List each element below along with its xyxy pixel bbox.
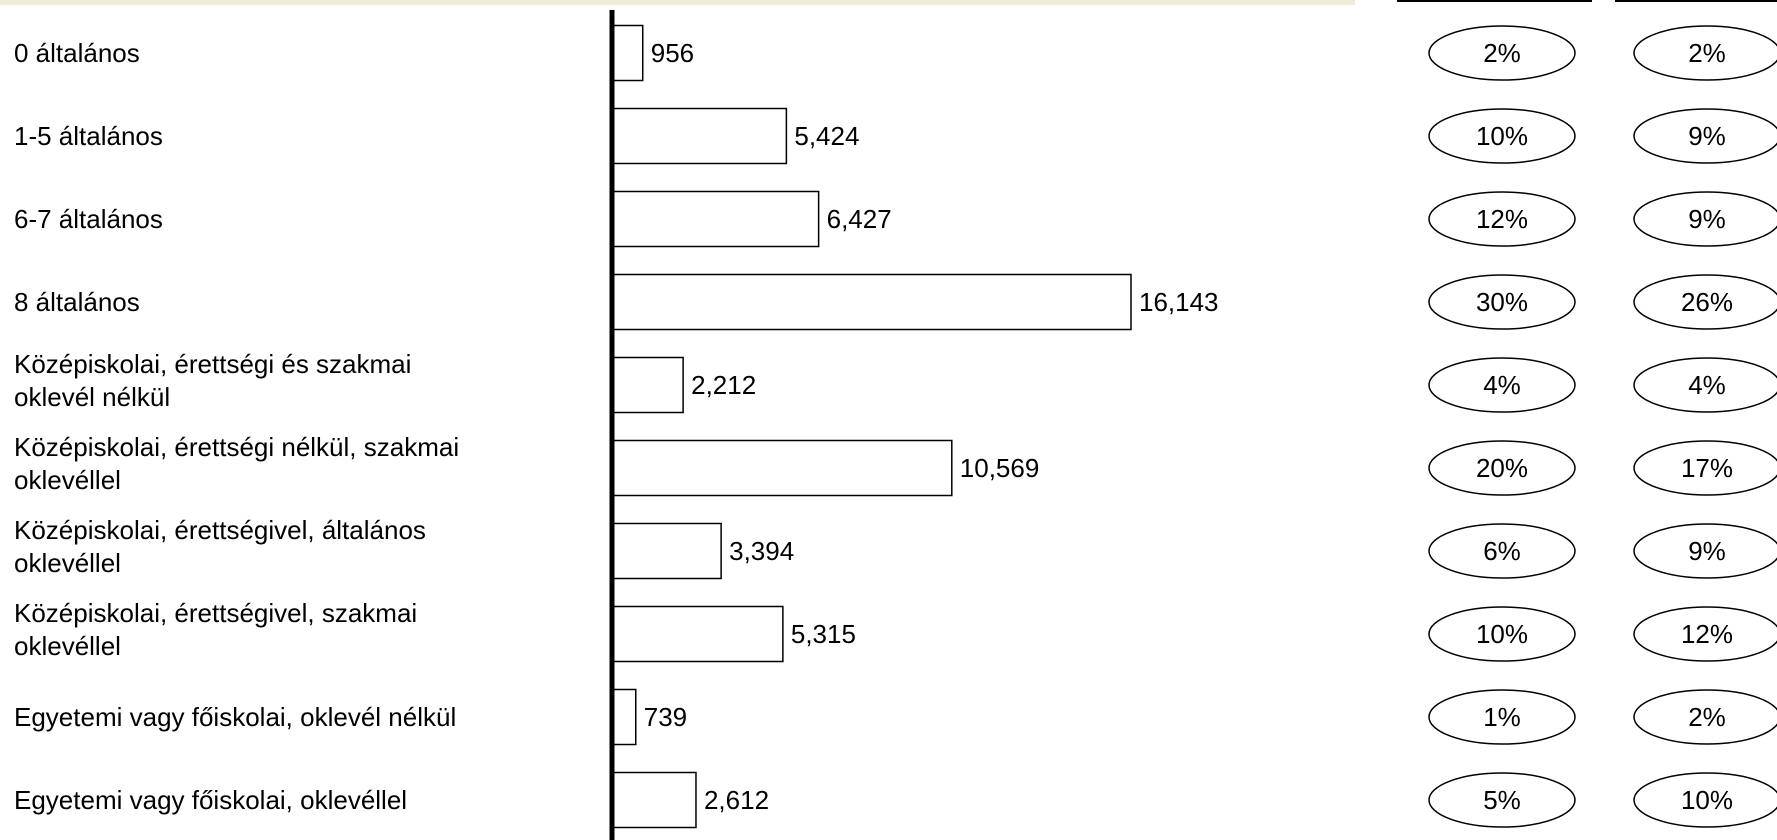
category-label-line: 0 általános	[14, 38, 140, 68]
bar-value-label: 956	[651, 38, 694, 68]
percent-ellipse	[1633, 523, 1777, 579]
category-label-line: 8 általános	[14, 287, 140, 317]
percent-ellipse	[1428, 274, 1576, 330]
percent-label: 4%	[1483, 370, 1521, 400]
category-label-line: Középiskolai, érettségivel, szakmai	[14, 598, 417, 628]
category-label: Középiskolai, érettségi és szakmai oklevé…	[14, 349, 411, 412]
percent-ellipse	[1633, 772, 1777, 828]
category-label: 8 általános	[14, 287, 140, 317]
percent-label: 30%	[1476, 287, 1528, 317]
percent-label: 20%	[1476, 453, 1528, 483]
percent-ellipse	[1633, 357, 1777, 413]
percent-ellipse	[1633, 689, 1777, 745]
category-label-line: oklevéllel	[14, 548, 121, 578]
percent-label: 10%	[1476, 121, 1528, 151]
percent-ellipse	[1428, 689, 1576, 745]
bar	[611, 522, 722, 580]
bar-value-label: 16,143	[1139, 287, 1219, 317]
percent-column-2-rule	[1615, 0, 1777, 2]
percent-ellipse	[1633, 191, 1777, 247]
percent-ellipse	[1428, 108, 1576, 164]
bar	[611, 688, 637, 746]
category-label: Középiskolai, érettségi nélkül, szakmai o…	[14, 432, 459, 495]
bar	[611, 439, 953, 497]
bar-value-label: 2,212	[691, 370, 756, 400]
percent-label: 26%	[1681, 287, 1733, 317]
bar	[611, 605, 784, 663]
percent-label: 5%	[1483, 785, 1521, 815]
percent-ellipse	[1428, 523, 1576, 579]
percent-label: 2%	[1483, 38, 1521, 68]
bar-value-label: 739	[644, 702, 687, 732]
bar	[611, 190, 820, 248]
category-label-line: Középiskolai, érettségi és szakmai	[14, 349, 411, 379]
percent-label: 9%	[1688, 121, 1726, 151]
bar-value-label: 10,569	[960, 453, 1040, 483]
percent-label: 10%	[1476, 619, 1528, 649]
category-label-line: oklevél nélkül	[14, 382, 170, 412]
category-label: Középiskolai, érettségivel, általános okl…	[14, 515, 426, 578]
category-label: Középiskolai, érettségivel, szakmai oklev…	[14, 598, 417, 661]
percent-label: 12%	[1681, 619, 1733, 649]
bar-value-label: 3,394	[729, 536, 794, 566]
bar	[611, 24, 644, 82]
percent-label: 9%	[1688, 536, 1726, 566]
bar-value-label: 6,427	[827, 204, 892, 234]
bar	[611, 107, 788, 165]
category-label-line: oklevéllel	[14, 465, 121, 495]
category-label: Egyetemi vagy főiskolai, oklevél nélkül	[14, 702, 456, 732]
bar-value-label: 2,612	[704, 785, 769, 815]
category-label-line: Középiskolai, érettségivel, általános	[14, 515, 426, 545]
percent-label: 2%	[1688, 702, 1726, 732]
category-label: 0 általános	[14, 38, 140, 68]
percent-label: 2%	[1688, 38, 1726, 68]
category-label-line: Egyetemi vagy főiskolai, oklevéllel	[14, 785, 407, 815]
category-label: 6-7 általános	[14, 204, 163, 234]
percent-ellipse	[1633, 274, 1777, 330]
percent-ellipse	[1428, 357, 1576, 413]
percent-label: 1%	[1483, 702, 1521, 732]
bar	[611, 273, 1132, 331]
percent-ellipse	[1633, 606, 1777, 662]
category-label-line: Egyetemi vagy főiskolai, oklevél nélkül	[14, 702, 456, 732]
category-label-line: 6-7 általános	[14, 204, 163, 234]
percent-ellipse	[1428, 772, 1576, 828]
percent-label: 12%	[1476, 204, 1528, 234]
bar	[611, 771, 697, 829]
category-label: Egyetemi vagy főiskolai, oklevéllel	[14, 785, 407, 815]
percent-ellipse	[1428, 440, 1576, 496]
percent-ellipse	[1633, 108, 1777, 164]
percent-ellipse	[1428, 25, 1576, 81]
percent-label: 9%	[1688, 204, 1726, 234]
percent-column-1-rule	[1397, 0, 1592, 2]
category-label: 1-5 általános	[14, 121, 163, 151]
bar	[611, 356, 684, 414]
percent-label: 17%	[1681, 453, 1733, 483]
category-label-line: Középiskolai, érettségi nélkül, szakmai	[14, 432, 459, 462]
percent-ellipse	[1633, 25, 1777, 81]
percent-label: 6%	[1483, 536, 1521, 566]
header-band	[0, 0, 1355, 5]
percent-ellipse	[1633, 440, 1777, 496]
category-label-line: oklevéllel	[14, 631, 121, 661]
bar-value-label: 5,315	[791, 619, 856, 649]
percent-ellipse	[1428, 606, 1576, 662]
bar-value-label: 5,424	[794, 121, 859, 151]
category-label-line: 1-5 általános	[14, 121, 163, 151]
percent-label: 10%	[1681, 785, 1733, 815]
percent-ellipse	[1428, 191, 1576, 247]
percent-label: 4%	[1688, 370, 1726, 400]
